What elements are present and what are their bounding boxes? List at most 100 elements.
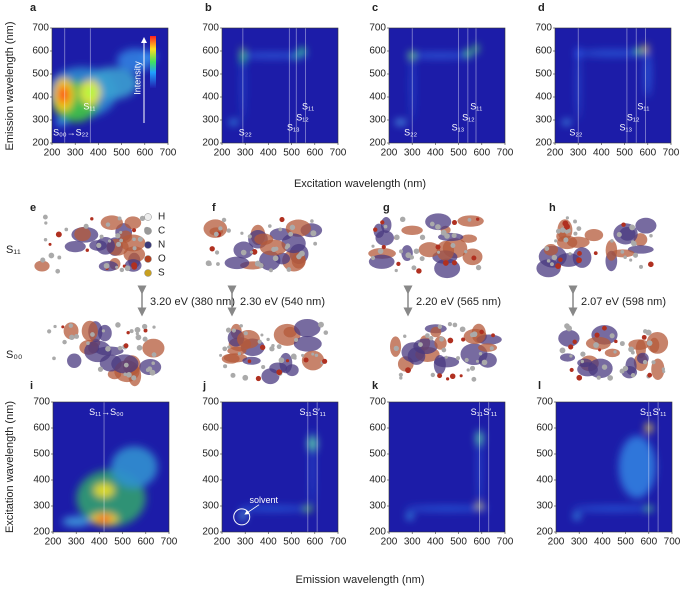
atom bbox=[428, 335, 434, 341]
intensity-blob bbox=[644, 51, 652, 97]
atom bbox=[647, 372, 653, 378]
atom bbox=[242, 374, 249, 381]
atom bbox=[278, 357, 285, 364]
molecule bbox=[558, 323, 669, 381]
orbital-lobe bbox=[124, 216, 142, 230]
annotation: S₁₁ bbox=[470, 101, 482, 111]
atom bbox=[47, 329, 52, 334]
annotation: S₀₀→S₂₂ bbox=[53, 127, 89, 137]
atom bbox=[489, 346, 494, 351]
atom bbox=[481, 359, 488, 366]
x-tick-label: 400 bbox=[594, 537, 611, 548]
atom bbox=[237, 352, 242, 356]
atom bbox=[648, 261, 654, 268]
y-tick-label: 200 bbox=[202, 527, 219, 538]
atom bbox=[471, 331, 478, 338]
atom bbox=[97, 366, 104, 372]
orbital-lobe bbox=[81, 320, 98, 342]
atom bbox=[413, 248, 420, 254]
y-axis-label: Emission wavelength (nm) bbox=[4, 22, 16, 151]
y-tick-label: 700 bbox=[32, 23, 49, 34]
x-tick-label: 300 bbox=[67, 148, 84, 159]
heatmap-blobs bbox=[561, 44, 652, 125]
atom bbox=[649, 234, 653, 238]
orbital-lobe bbox=[67, 353, 82, 368]
frame bbox=[51, 27, 169, 144]
atom bbox=[68, 323, 74, 328]
atom bbox=[222, 346, 228, 352]
atom bbox=[142, 336, 148, 342]
orbital-lobe bbox=[433, 354, 446, 375]
heatmap-bg bbox=[389, 402, 505, 532]
atom bbox=[623, 255, 627, 259]
atom bbox=[569, 367, 574, 372]
x-tick-label: 300 bbox=[68, 537, 85, 548]
atom bbox=[405, 252, 412, 259]
heatmap-blobs bbox=[405, 428, 489, 520]
x-tick-label: 400 bbox=[91, 537, 108, 548]
x-axis-label: Excitation wavelength (nm) bbox=[294, 178, 426, 190]
y-tick-label: 500 bbox=[369, 69, 386, 80]
atom bbox=[105, 346, 111, 352]
y-tick-label: 300 bbox=[369, 501, 386, 512]
atom bbox=[444, 233, 450, 239]
atom bbox=[471, 255, 477, 261]
atom bbox=[134, 326, 141, 333]
energy-gap: 2.07 eV (598 nm) bbox=[581, 296, 666, 308]
y-tick-label: 300 bbox=[202, 115, 219, 126]
atom bbox=[126, 330, 130, 335]
y-tick-label: 200 bbox=[536, 527, 553, 538]
atom bbox=[641, 334, 647, 340]
atom bbox=[555, 263, 562, 270]
orbital-lobe bbox=[301, 350, 325, 371]
atom bbox=[269, 268, 273, 273]
orbital-lobe bbox=[74, 227, 91, 242]
atom bbox=[52, 356, 56, 361]
atom bbox=[475, 359, 479, 363]
legend-label: C bbox=[158, 226, 165, 237]
frame bbox=[221, 401, 339, 533]
atom bbox=[475, 264, 482, 271]
molecule bbox=[368, 213, 484, 279]
atom bbox=[452, 322, 458, 328]
annotation: S₁₃ bbox=[452, 122, 465, 132]
atom bbox=[580, 359, 585, 364]
atom bbox=[550, 262, 554, 267]
atom bbox=[628, 346, 635, 353]
atom bbox=[266, 337, 270, 342]
frame bbox=[221, 27, 339, 144]
frame bbox=[52, 401, 170, 533]
heatmap-bg bbox=[555, 28, 671, 143]
atom bbox=[441, 347, 447, 353]
y-tick-label: 200 bbox=[202, 138, 219, 149]
atom bbox=[119, 230, 123, 234]
x-tick-label: 500 bbox=[114, 537, 131, 548]
y-tick-label: 500 bbox=[536, 449, 553, 460]
panel-letter: b bbox=[205, 2, 212, 14]
atom bbox=[261, 364, 266, 370]
annotation: S₁₂ bbox=[462, 112, 475, 122]
intensity-blob bbox=[406, 513, 414, 520]
atom bbox=[117, 216, 122, 221]
orbital-lobe bbox=[460, 234, 478, 243]
panel-letter: k bbox=[372, 380, 379, 392]
intensity-blob bbox=[238, 506, 308, 512]
y-tick-label: 300 bbox=[536, 501, 553, 512]
atom bbox=[370, 255, 376, 261]
atom bbox=[596, 375, 601, 380]
atom bbox=[129, 329, 134, 334]
annotation: S₁₁ bbox=[471, 407, 483, 417]
atom bbox=[48, 252, 55, 259]
annotation: S₁₁ bbox=[302, 101, 314, 111]
y-tick-label: 700 bbox=[535, 23, 552, 34]
x-tick-label: 700 bbox=[161, 537, 178, 548]
orbital-lobe bbox=[430, 326, 442, 338]
atom bbox=[289, 224, 296, 231]
atom bbox=[602, 325, 607, 331]
orbital-lobe bbox=[635, 217, 657, 234]
intensity-blob bbox=[573, 513, 581, 520]
atom bbox=[630, 373, 636, 378]
atom bbox=[560, 227, 566, 233]
molecule bbox=[47, 320, 165, 387]
